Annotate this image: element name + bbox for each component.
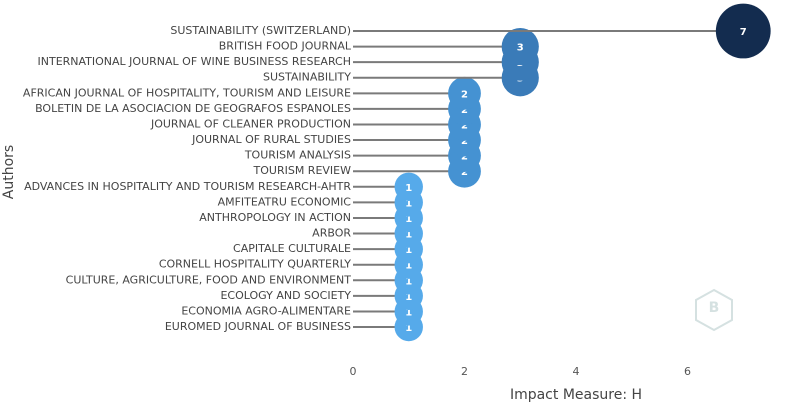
value-label: 1 — [405, 214, 412, 225]
y-tick-label: TOURISM ANALYSIS — [244, 149, 351, 162]
y-tick-label: ANTHROPOLOGY IN ACTION — [199, 211, 351, 224]
y-tick-label: EUROMED JOURNAL OF BUSINESS — [165, 320, 351, 333]
value-label: 2 — [461, 136, 468, 147]
value-label: 1 — [405, 276, 412, 287]
value-label: 2 — [461, 167, 468, 178]
x-tick-label: 0 — [350, 365, 357, 378]
lollipop-head — [394, 172, 423, 201]
y-tick-label: CULTURE, AGRICULTURE, FOOD AND ENVIRONME… — [66, 273, 352, 286]
value-label: 1 — [405, 307, 412, 318]
y-tick-label: SUSTAINABILITY (SWITZERLAND) — [170, 24, 351, 37]
value-label: 7 — [740, 27, 747, 38]
y-tick-label: INTERNATIONAL JOURNAL OF WINE BUSINESS R… — [38, 55, 352, 68]
value-label: 3 — [517, 43, 524, 54]
y-axis-title: Authors — [1, 145, 17, 199]
y-tick-label: ARBOR — [312, 227, 351, 240]
value-label: 2 — [461, 152, 468, 163]
y-tick-label: JOURNAL OF RURAL STUDIES — [191, 133, 351, 146]
y-tick-label: BOLETIN DE LA ASOCIACION DE GEOGRAFOS ES… — [35, 102, 351, 115]
value-label: 1 — [405, 292, 412, 303]
value-label: 1 — [405, 230, 412, 241]
lollipop-head — [448, 76, 481, 110]
value-label: 2 — [461, 89, 468, 100]
value-label: 1 — [405, 323, 412, 334]
value-label: 2 — [461, 105, 468, 116]
y-tick-label: BRITISH FOOD JOURNAL — [219, 40, 352, 53]
y-tick-label: ADVANCES IN HOSPITALITY AND TOURISM RESE… — [24, 180, 351, 193]
value-label: 1 — [405, 183, 412, 194]
x-axis-title: Impact Measure: H — [510, 387, 642, 403]
y-tick-label: CORNELL HOSPITALITY QUARTERLY — [159, 258, 351, 271]
value-label: 1 — [405, 198, 412, 209]
value-label: 1 — [405, 245, 412, 256]
value-label: 2 — [461, 120, 468, 131]
x-tick-label: 4 — [573, 365, 580, 378]
y-tick-label: TOURISM REVIEW — [253, 164, 352, 177]
x-tick-label: 2 — [461, 365, 468, 378]
y-tick-label: SUSTAINABILITY — [263, 71, 351, 84]
lollipop-head — [501, 27, 539, 66]
x-tick-label: 6 — [684, 365, 691, 378]
svg-text:B: B — [709, 300, 720, 316]
y-tick-label: ECONOMIA AGRO-ALIMENTARE — [181, 304, 351, 317]
y-tick-label: CAPITALE CULTURALE — [233, 242, 351, 255]
y-tick-label: AMFITEATRU ECONOMIC — [218, 195, 352, 208]
y-tick-label: AFRICAN JOURNAL OF HOSPITALITY, TOURISM … — [23, 86, 351, 99]
value-label: 1 — [405, 261, 412, 272]
y-tick-label: ECOLOGY AND SOCIETY — [220, 289, 351, 302]
watermark: B — [695, 288, 733, 332]
lollipop-head — [715, 3, 771, 59]
y-tick-label: JOURNAL OF CLEANER PRODUCTION — [150, 117, 351, 130]
